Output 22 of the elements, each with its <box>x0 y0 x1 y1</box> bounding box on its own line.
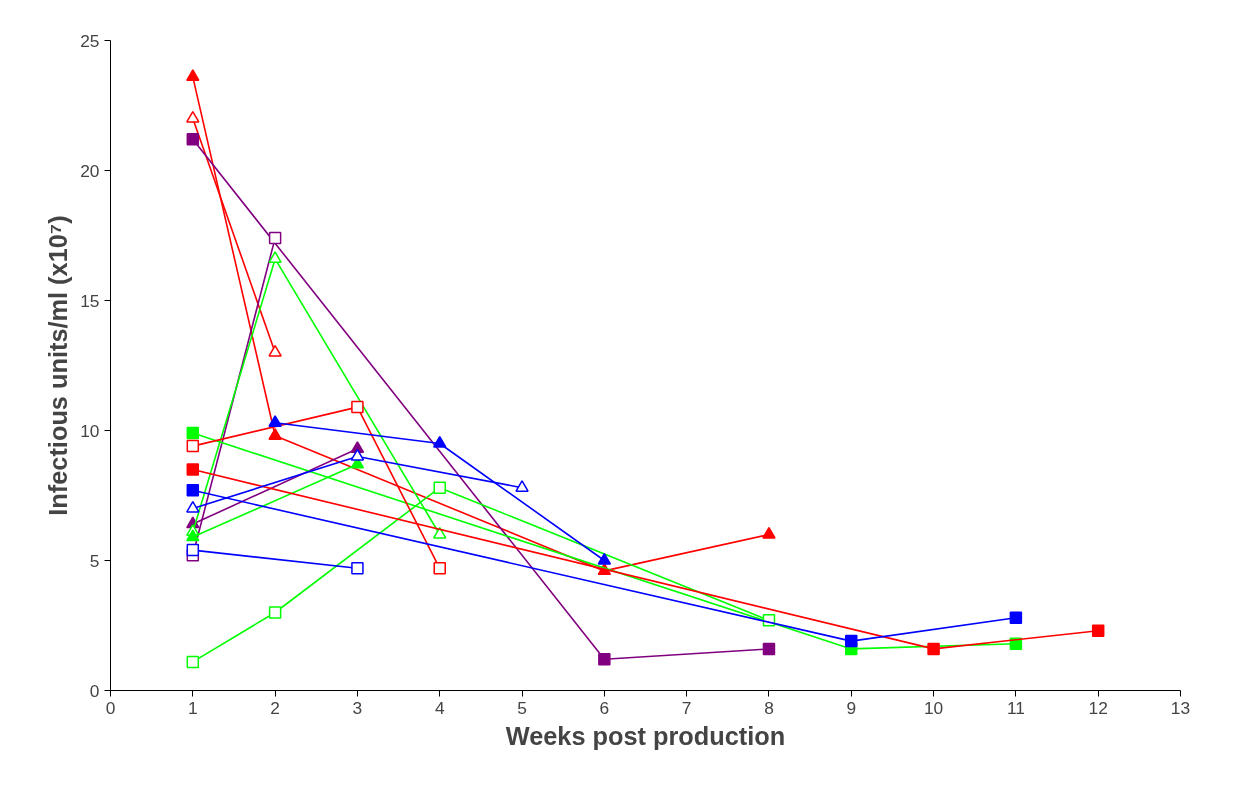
x-tick-label: 7 <box>681 697 692 718</box>
y-tick-label: 20 <box>80 160 100 181</box>
x-tick-label: 2 <box>270 697 280 718</box>
x-tick-label: 1 <box>187 697 198 718</box>
x-tick-label: 4 <box>434 697 445 718</box>
x-tick-label: 10 <box>923 697 944 718</box>
x-tick-label: 12 <box>1088 697 1108 718</box>
x-tick-label: 0 <box>105 697 116 718</box>
x-tick-label: 11 <box>1006 697 1025 718</box>
y-tick-label: 10 <box>80 420 100 441</box>
x-axis-title: Weeks post production <box>505 721 786 750</box>
y-tick-label: 0 <box>89 680 100 701</box>
y-tick-label: 5 <box>89 550 100 571</box>
x-tick-label: 5 <box>517 697 527 718</box>
x-tick-label: 6 <box>599 697 610 718</box>
y-tick-label: 15 <box>80 290 100 311</box>
x-tick-label: 8 <box>764 697 774 718</box>
y-tick-label: 25 <box>80 30 100 51</box>
x-tick-label: 13 <box>1170 697 1191 718</box>
x-tick-label: 3 <box>352 697 363 718</box>
y-axis-title: Infectious units/ml (x10⁷) <box>44 215 73 516</box>
x-tick-label: 9 <box>846 697 857 718</box>
